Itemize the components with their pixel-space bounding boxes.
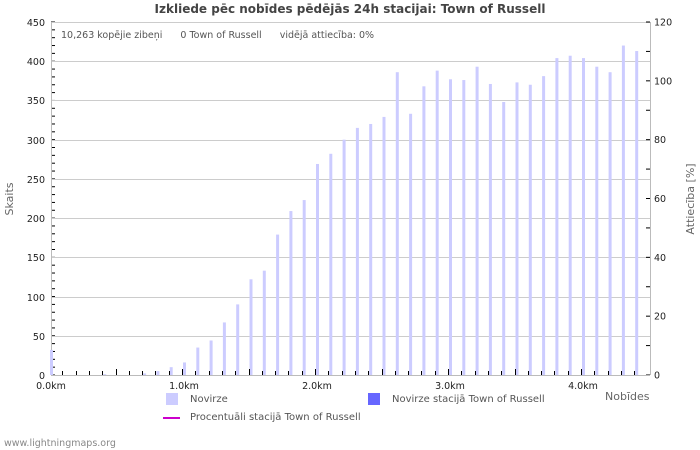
- total-strikes: 10,263 kopējie zibeņi: [61, 30, 163, 41]
- bar: [316, 163, 319, 375]
- bar: [342, 139, 346, 375]
- bar: [289, 211, 293, 375]
- bar: [488, 83, 492, 376]
- bar: [528, 84, 532, 375]
- legend-label-deviation: Novirze: [190, 394, 228, 405]
- legend-swatch-deviation: [166, 393, 178, 405]
- svg-text:0: 0: [39, 371, 45, 382]
- svg-text:450: 450: [27, 18, 45, 29]
- bar: [555, 58, 559, 376]
- svg-text:80: 80: [654, 135, 666, 146]
- chart-title: Izkliede pēc nobīdes pēdējās 24h stacija…: [154, 2, 546, 16]
- bar: [169, 367, 173, 375]
- bar: [635, 51, 639, 375]
- bar: [409, 113, 413, 375]
- svg-text:200: 200: [27, 214, 45, 225]
- svg-text:350: 350: [27, 96, 45, 107]
- svg-text:0: 0: [654, 371, 660, 382]
- bar: [222, 322, 226, 375]
- legend-line-station-percent: [163, 417, 180, 419]
- bar: [50, 349, 53, 375]
- bar: [542, 76, 546, 376]
- bar: [568, 55, 572, 375]
- svg-text:300: 300: [27, 136, 45, 147]
- svg-text:100: 100: [27, 293, 45, 304]
- svg-text:400: 400: [27, 57, 45, 68]
- bar: [262, 270, 266, 375]
- svg-text:250: 250: [27, 175, 45, 186]
- legend-swatch-station-deviation: [368, 393, 380, 405]
- svg-text:50: 50: [33, 332, 45, 343]
- bar: [156, 371, 160, 375]
- svg-text:100: 100: [654, 76, 672, 87]
- bar: [621, 45, 625, 376]
- bar: [355, 127, 359, 376]
- bar: [502, 102, 506, 375]
- svg-text:120: 120: [654, 18, 672, 29]
- svg-text:40: 40: [654, 253, 666, 264]
- bar: [595, 66, 599, 376]
- bar: [103, 374, 107, 375]
- x-axis-label: Nobīdes: [605, 390, 650, 403]
- svg-text:60: 60: [654, 194, 666, 205]
- svg-text:4.0km: 4.0km: [568, 381, 598, 392]
- bar: [276, 234, 280, 375]
- bar: [249, 279, 253, 375]
- bar: [369, 123, 373, 375]
- station-strikes: 0 Town of Russell: [180, 30, 262, 41]
- bar: [449, 79, 452, 376]
- bar: [236, 304, 240, 375]
- svg-text:Attiecība [%]: Attiecība [%]: [684, 163, 697, 234]
- bar: [462, 80, 466, 375]
- svg-text:150: 150: [27, 253, 45, 264]
- legend-label-station-percent: Procentuāli stacijā Town of Russell: [190, 412, 361, 423]
- average-ratio: vidējā attiecība: 0%: [279, 30, 375, 41]
- bar: [422, 86, 426, 375]
- bar: [209, 340, 213, 375]
- bar: [435, 70, 439, 375]
- bar: [196, 347, 200, 375]
- bar: [382, 116, 386, 375]
- svg-text:20: 20: [654, 312, 666, 323]
- svg-text:2.0km: 2.0km: [302, 381, 332, 392]
- bar: [475, 66, 479, 376]
- bar: [183, 362, 186, 375]
- bar: [302, 200, 306, 375]
- bar: [329, 153, 333, 375]
- bar: [582, 58, 585, 376]
- svg-text:3.0km: 3.0km: [435, 381, 465, 392]
- bar: [143, 373, 147, 375]
- chart-info: 10,263 kopējie zibeņi 0 Town of Russell vi…: [61, 30, 392, 41]
- footer-credit: www.lightningmaps.org: [4, 438, 116, 449]
- bar: [515, 82, 519, 375]
- legend-label-station-deviation: Novirze stacijā Town of Russell: [392, 394, 545, 405]
- svg-text:1.0km: 1.0km: [169, 381, 199, 392]
- svg-text:Skaits: Skaits: [3, 182, 16, 215]
- bar: [395, 72, 399, 376]
- svg-text:0.0km: 0.0km: [36, 381, 66, 392]
- bar: [608, 72, 612, 376]
